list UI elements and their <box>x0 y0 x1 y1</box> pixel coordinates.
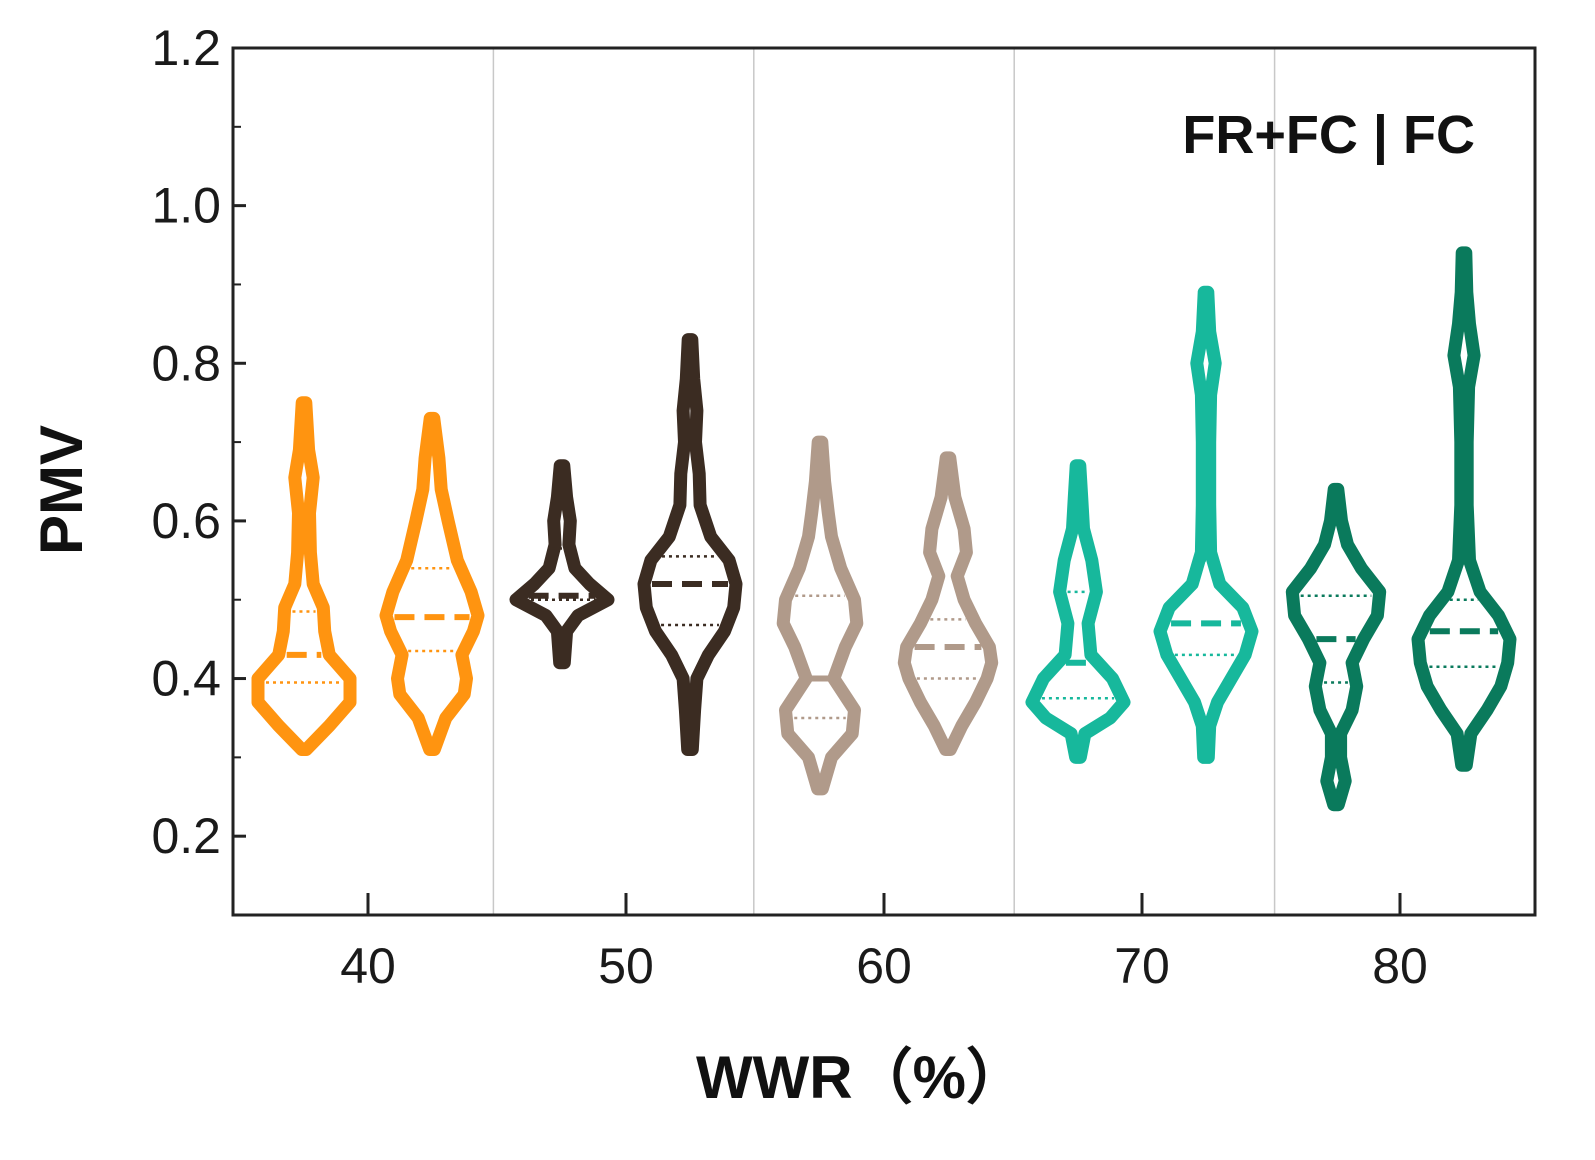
x-axis-title: WWR（%） <box>696 1044 1026 1111</box>
y-tick-label: 1.2 <box>151 20 221 76</box>
y-tick-label: 0.4 <box>151 651 221 707</box>
violin-outline <box>637 333 743 756</box>
plot-annotation: FR+FC | FC <box>1182 105 1475 166</box>
violin-outline <box>379 411 485 756</box>
y-axis-title: PMV <box>28 425 95 555</box>
violin-outline <box>776 435 864 796</box>
group-separators <box>492 48 1276 915</box>
violin-outline <box>1411 246 1517 772</box>
violin-outline <box>1153 285 1259 764</box>
violin-outline <box>1025 459 1131 764</box>
violin-outline <box>1285 482 1387 812</box>
y-tick-label: 0.2 <box>151 808 221 864</box>
violins-layer <box>251 246 1517 812</box>
x-axis: 40 50 60 70 80 <box>340 893 1428 994</box>
y-tick-label: 0.8 <box>151 335 221 391</box>
x-tick-label: 80 <box>1372 938 1428 994</box>
violin-outline <box>897 451 999 756</box>
y-tick-label: 1.0 <box>151 178 221 234</box>
x-tick-label: 60 <box>856 938 912 994</box>
x-tick-label: 40 <box>340 938 396 994</box>
x-tick-label: 50 <box>598 938 654 994</box>
y-axis: 0.2 0.4 0.6 0.8 1.0 1.2 <box>151 20 246 916</box>
y-tick-label: 0.6 <box>151 493 221 549</box>
violin-outline <box>509 459 615 670</box>
violin-outline <box>251 396 357 756</box>
x-tick-label: 70 <box>1114 938 1170 994</box>
